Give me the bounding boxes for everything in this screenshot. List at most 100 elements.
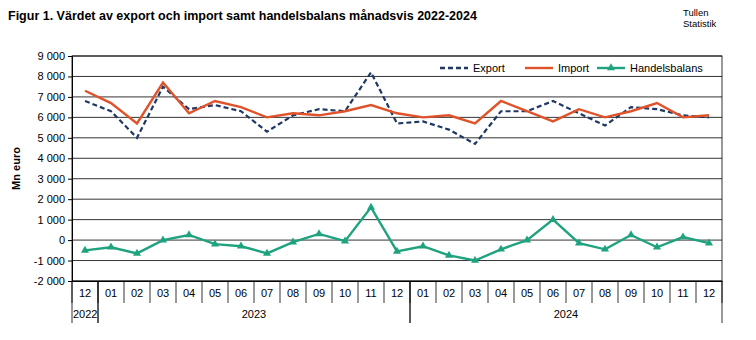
grid-line xyxy=(72,178,722,179)
y-tick-label: 0 xyxy=(59,234,65,246)
series-marker xyxy=(315,229,323,236)
y-tick-label: -2 000 xyxy=(34,275,65,287)
month-separator xyxy=(696,281,697,303)
series-line xyxy=(85,72,709,144)
series-marker xyxy=(211,240,219,247)
month-separator xyxy=(592,281,593,303)
y-tick: 4 000 xyxy=(37,152,72,164)
series-marker xyxy=(653,243,661,250)
x-tick: 10 xyxy=(339,281,351,299)
x-tick: 04 xyxy=(183,281,195,299)
x-tick: 01 xyxy=(105,281,117,299)
series-marker xyxy=(549,215,557,222)
y-axis-title: Mn euro xyxy=(10,147,22,190)
x-tick: 05 xyxy=(521,281,533,299)
series-marker xyxy=(419,242,427,249)
x-tick: 08 xyxy=(599,281,611,299)
x-tick-label: 09 xyxy=(313,287,325,299)
series-marker xyxy=(471,256,479,263)
month-separator xyxy=(670,281,671,303)
y-tick-mark xyxy=(68,76,72,77)
x-tick-label: 02 xyxy=(443,287,455,299)
month-separator xyxy=(644,281,645,303)
x-tick-label: 04 xyxy=(495,287,507,299)
x-tick-label: 06 xyxy=(547,287,559,299)
source: Tullen xyxy=(683,7,709,18)
x-tick-label: 07 xyxy=(261,287,273,299)
y-tick: 8 000 xyxy=(37,70,72,82)
x-tick: 03 xyxy=(469,281,481,299)
y-tick: -1 000 xyxy=(34,255,72,267)
x-tick: 11 xyxy=(365,281,376,299)
grid-line xyxy=(72,260,722,261)
month-separator xyxy=(228,281,229,303)
x-tick-label: 01 xyxy=(105,287,117,299)
year-separator xyxy=(722,281,723,323)
x-tick-label: 04 xyxy=(183,287,195,299)
x-tick-label: 09 xyxy=(625,287,637,299)
x-tick: 09 xyxy=(625,281,637,299)
month-separator xyxy=(384,281,385,303)
series-marker xyxy=(185,230,193,237)
y-tick-mark xyxy=(68,220,72,221)
grid-line xyxy=(72,219,722,220)
series-marker xyxy=(237,242,245,249)
month-separator xyxy=(358,281,359,303)
year-label: 2024 xyxy=(554,308,578,320)
series-marker xyxy=(601,245,609,252)
x-tick-label: 10 xyxy=(339,287,351,299)
y-tick: 6 000 xyxy=(37,111,72,123)
x-tick-label: 11 xyxy=(677,287,688,299)
grid-line xyxy=(72,76,722,77)
y-tick-mark xyxy=(68,261,72,262)
x-tick: 12 xyxy=(79,281,91,299)
series-marker xyxy=(133,249,141,256)
series-group xyxy=(81,72,713,263)
year-label: 2022 xyxy=(73,308,97,320)
month-separator xyxy=(514,281,515,303)
y-tick-label: 1 000 xyxy=(37,214,65,226)
year-separator xyxy=(410,281,411,323)
y-tick: 9 000 xyxy=(37,50,72,62)
month-separator xyxy=(306,281,307,303)
x-tick-label: 03 xyxy=(469,287,481,299)
grid-line xyxy=(72,158,722,159)
legend-label: Export xyxy=(473,62,505,74)
y-tick-mark xyxy=(68,199,72,200)
x-tick: 10 xyxy=(651,281,663,299)
series-marker xyxy=(107,243,115,250)
y-tick-label: 7 000 xyxy=(37,91,65,103)
series-marker xyxy=(705,239,713,246)
series-marker xyxy=(81,246,89,253)
y-tick: -2 000 xyxy=(34,275,72,287)
x-tick-label: 05 xyxy=(209,287,221,299)
x-tick: 02 xyxy=(443,281,455,299)
x-tick-label: 02 xyxy=(131,287,143,299)
legend-swatch xyxy=(525,67,553,69)
grid-line xyxy=(72,199,722,200)
legend-label: Handelsbalans xyxy=(630,62,703,74)
series-marker xyxy=(627,230,635,237)
x-tick: 12 xyxy=(703,281,715,299)
y-tick: 5 000 xyxy=(37,132,72,144)
y-tick: 1 000 xyxy=(37,214,72,226)
legend-entry: Import xyxy=(525,62,589,74)
y-tick: 3 000 xyxy=(37,173,72,185)
series-marker xyxy=(341,236,349,243)
x-axis: 1201020304050607080910111201020304050607… xyxy=(73,281,723,299)
month-separator xyxy=(618,281,619,303)
x-tick: 06 xyxy=(547,281,559,299)
legend: Export Import Handelsbalans xyxy=(440,62,703,74)
x-tick-label: 12 xyxy=(391,287,403,299)
y-tick-mark xyxy=(68,97,72,98)
month-separator xyxy=(488,281,489,303)
series-marker xyxy=(159,235,167,242)
legend-label: Import xyxy=(558,62,589,74)
y-tick-label: 6 000 xyxy=(37,111,65,123)
chart: Figur 1. Värdet av export och import sam… xyxy=(0,0,756,340)
y-tick: 2 000 xyxy=(37,193,72,205)
legend-marker xyxy=(607,63,615,70)
month-separator xyxy=(124,281,125,303)
series-marker xyxy=(393,247,401,254)
year-separator xyxy=(410,281,411,323)
